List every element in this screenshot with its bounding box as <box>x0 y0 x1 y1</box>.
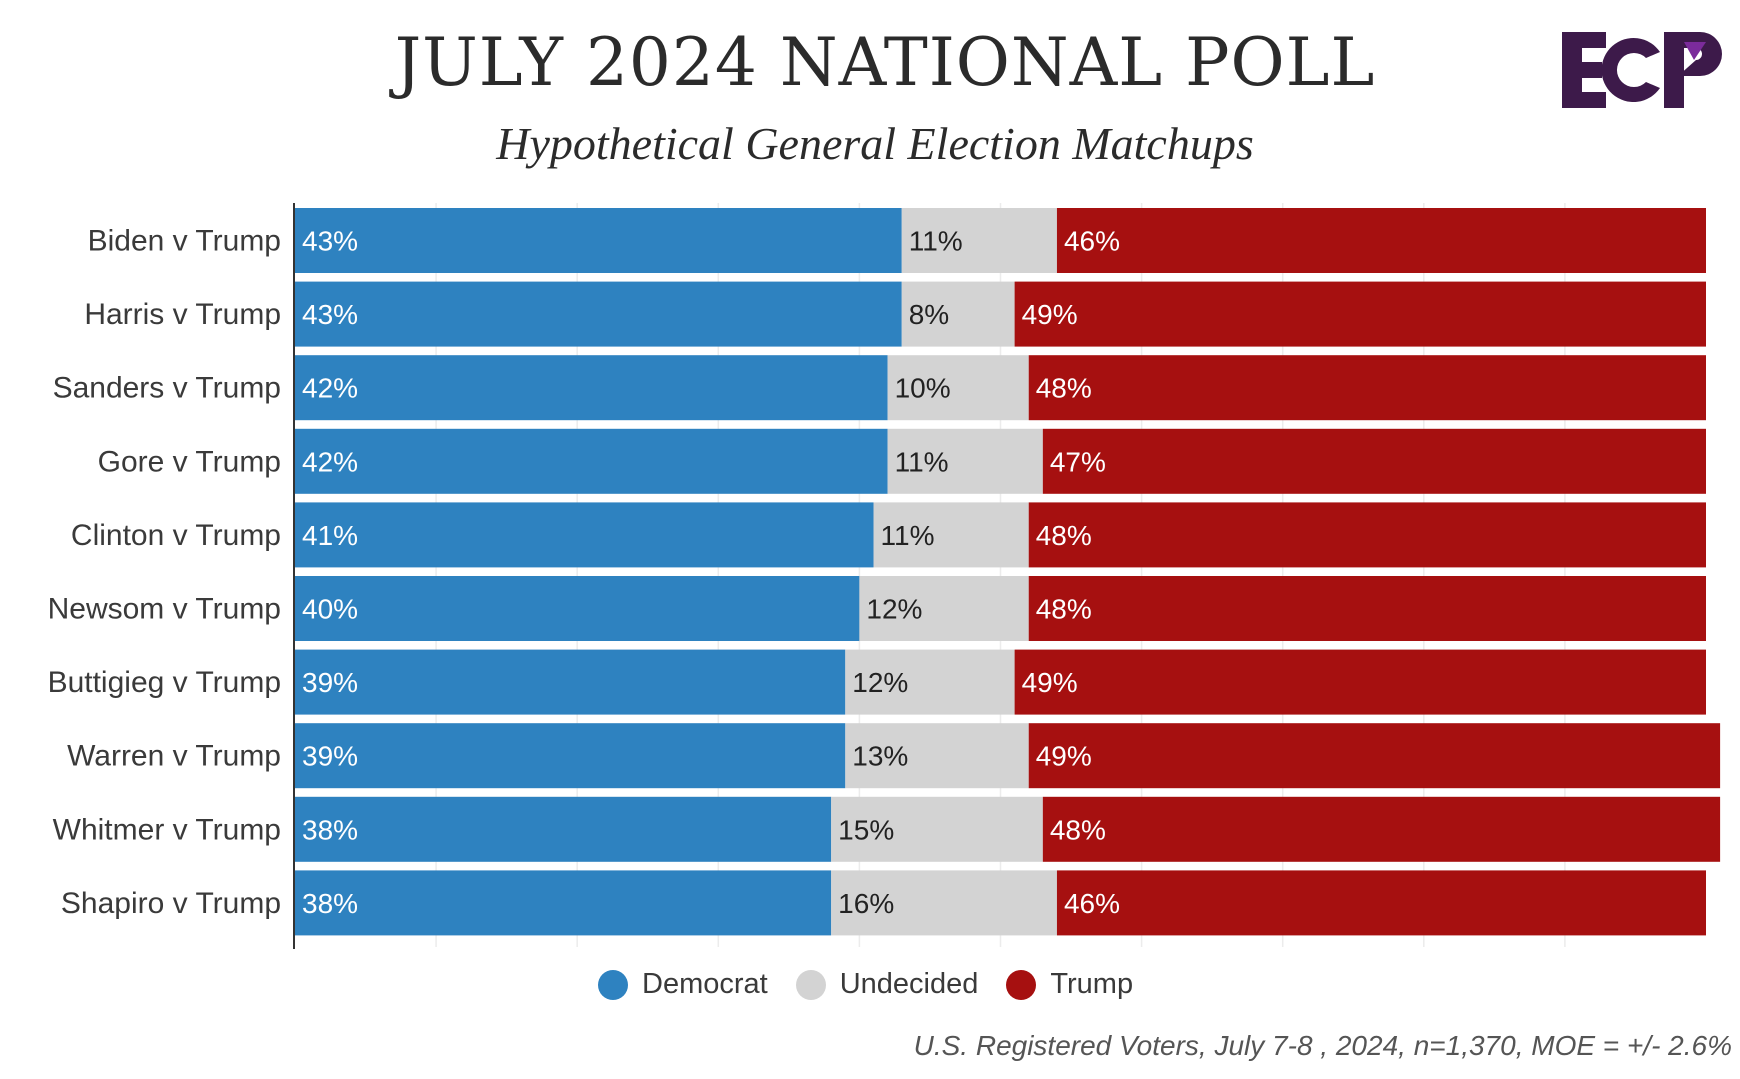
bar-segment-democrat <box>295 428 888 494</box>
data-label-trump: 46% <box>1064 226 1120 257</box>
category-label: Shapiro v Trump <box>61 887 281 920</box>
data-label-trump: 48% <box>1036 520 1092 551</box>
bar-segment-democrat <box>295 723 846 789</box>
chart-title: JULY 2024 NATIONAL POLL <box>394 24 1376 101</box>
bar-segment-trump <box>1014 649 1706 715</box>
bar-segment-undecided <box>887 355 1029 421</box>
bar-segment-democrat <box>295 576 860 641</box>
bar-segment-democrat <box>295 355 888 421</box>
category-label: Whitmer v Trump <box>53 813 281 846</box>
stacked-bar-chart: Biden v Trump Harris v Trump Sanders v Tru… <box>48 203 1721 949</box>
data-label-undecided: 11% <box>895 446 949 477</box>
data-label-trump: 49% <box>1022 299 1078 330</box>
data-label-democrat: 41% <box>302 520 358 551</box>
ecp-logo-mark <box>1562 32 1722 108</box>
legend-label-trump: Trump <box>1050 968 1134 1000</box>
bar-segment-trump <box>1028 502 1706 568</box>
bar-segment-democrat <box>295 208 902 273</box>
bar-segment-trump <box>1056 208 1706 273</box>
bar-segment-democrat <box>295 649 846 715</box>
data-label-undecided: 15% <box>838 814 894 845</box>
bar-segment-undecided <box>873 502 1029 568</box>
data-label-undecided: 11% <box>881 520 935 551</box>
bar-segment-trump <box>1056 870 1706 936</box>
data-label-undecided: 16% <box>838 888 894 919</box>
bar-segment-undecided <box>831 870 1057 936</box>
bar-segment-democrat <box>295 796 832 862</box>
category-label: Sanders v Trump <box>53 372 281 405</box>
data-label-trump: 48% <box>1050 814 1106 845</box>
bar-segment-trump <box>1028 355 1706 421</box>
data-label-trump: 49% <box>1022 667 1078 698</box>
data-label-democrat: 39% <box>302 741 358 772</box>
data-label-democrat: 42% <box>302 373 358 404</box>
bar-segment-trump <box>1042 796 1721 862</box>
category-label: Gore v Trump <box>98 445 281 478</box>
data-label-trump: 48% <box>1036 373 1092 404</box>
bar-segment-trump <box>1014 281 1706 347</box>
data-label-trump: 48% <box>1036 594 1092 625</box>
data-label-democrat: 43% <box>302 299 358 330</box>
data-label-undecided: 12% <box>852 667 908 698</box>
data-label-undecided: 11% <box>909 226 963 257</box>
bars: 43% 11% 46% 43% 8% 49% 42% 10% 48% 42% 11% 47% 41% 11… <box>295 208 1721 936</box>
bar-segment-democrat <box>295 502 874 568</box>
legend-label-undecided: Undecided <box>839 968 979 1000</box>
bar-segment-undecided <box>831 796 1043 862</box>
bar-segment-undecided <box>901 281 1015 347</box>
data-label-trump: 47% <box>1050 446 1106 477</box>
data-label-undecided: 8% <box>909 299 949 330</box>
bar-segment-undecided <box>901 208 1057 273</box>
data-label-democrat: 40% <box>302 594 358 625</box>
bar-segment-democrat <box>295 281 902 347</box>
data-label-undecided: 13% <box>852 741 908 772</box>
legend-item-trump: Trump <box>1006 968 1133 1001</box>
data-label-democrat: 39% <box>302 667 358 698</box>
data-label-undecided: 12% <box>866 594 922 625</box>
category-label: Buttigieg v Trump <box>48 666 281 699</box>
category-label: Harris v Trump <box>84 298 281 331</box>
bar-segment-trump <box>1028 576 1706 641</box>
bar-segment-undecided <box>887 428 1043 494</box>
bar-segment-trump <box>1028 723 1721 789</box>
data-label-trump: 46% <box>1064 888 1120 919</box>
ecp-logo <box>1562 32 1722 108</box>
category-label: Clinton v Trump <box>71 519 281 552</box>
legend-swatch-democrat <box>598 969 628 1000</box>
legend-label-democrat: Democrat <box>642 968 768 1000</box>
chart-subtitle: Hypothetical General Election Matchups <box>496 118 1254 169</box>
data-label-democrat: 42% <box>302 446 358 477</box>
legend-item-undecided: Undecided <box>795 968 979 1001</box>
legend-swatch-undecided <box>795 969 826 1000</box>
category-label: Biden v Trump <box>88 225 281 258</box>
data-label-trump: 49% <box>1036 741 1092 772</box>
bar-segment-undecided <box>845 649 1015 715</box>
bar-segment-undecided <box>859 576 1029 641</box>
data-label-undecided: 10% <box>895 373 951 404</box>
legend-item-democrat: Democrat <box>598 968 768 1001</box>
category-label: Warren v Trump <box>67 740 281 773</box>
legend: Democrat Undecided Trump <box>598 968 1161 1001</box>
data-label-democrat: 38% <box>302 888 358 919</box>
bar-segment-trump <box>1042 428 1706 494</box>
footnote: U.S. Registered Voters, July 7-8 , 2024,… <box>913 1030 1732 1061</box>
category-label: Newsom v Trump <box>48 593 281 626</box>
data-label-democrat: 43% <box>302 226 358 257</box>
bar-segment-undecided <box>845 723 1029 789</box>
bar-segment-democrat <box>295 870 832 936</box>
legend-swatch-trump <box>1006 969 1037 1000</box>
data-label-democrat: 38% <box>302 814 358 845</box>
